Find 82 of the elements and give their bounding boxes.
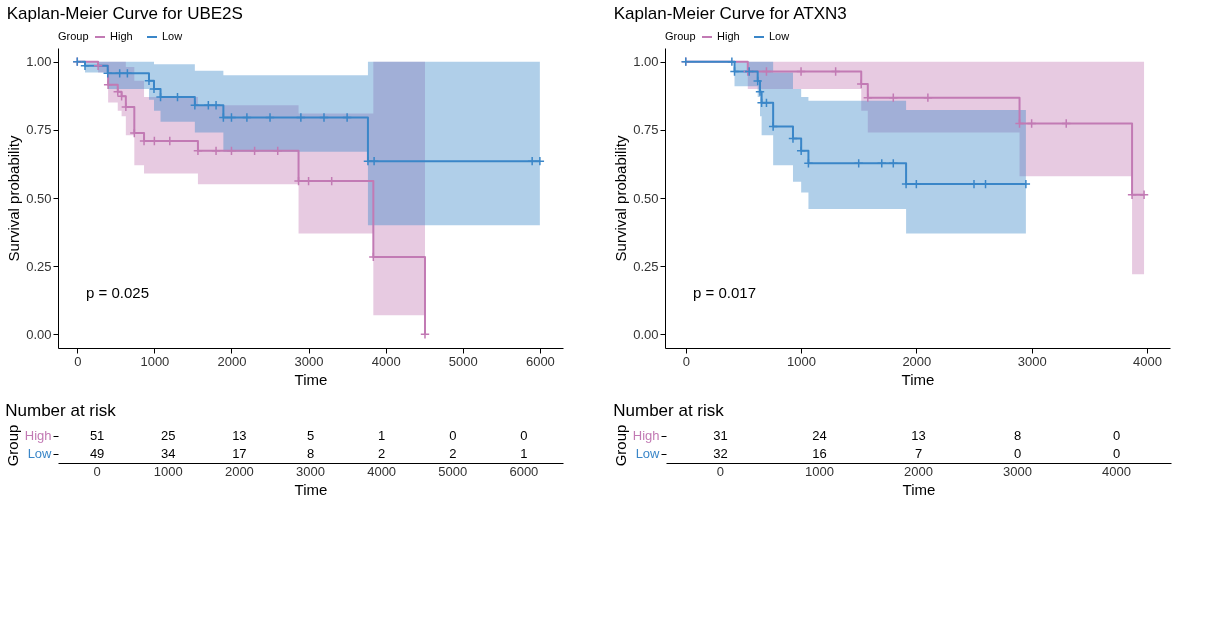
y-tick-label: 0.50: [26, 190, 52, 206]
x-tick-label: 4000: [371, 353, 401, 369]
data-label: 24: [812, 428, 827, 443]
x-tick-label: 3000: [296, 463, 325, 479]
data-label: 13: [911, 428, 926, 443]
data-label: 49: [89, 446, 105, 461]
x-tick-label: 2000: [217, 353, 247, 369]
y-tick-label: Low: [635, 446, 661, 461]
x-tick-label: 6000: [509, 463, 539, 479]
legend-title: Group: [665, 30, 696, 42]
data-label: 16: [812, 446, 827, 461]
legend-label: High: [717, 30, 740, 42]
data-label: 8: [306, 446, 315, 461]
y-tick-label: 0.50: [633, 190, 659, 206]
x-tick-label: 0: [716, 463, 725, 479]
y-axis-title: Survival probability: [612, 135, 630, 262]
y-axis-title: Group: [3, 424, 21, 467]
chart-title: Kaplan-Meier Curve for ATXN3: [613, 4, 847, 23]
x-tick-label: 2000: [904, 463, 933, 479]
data-label: 5: [306, 428, 315, 443]
y-tick-label: 0.25: [633, 258, 659, 274]
y-axis-title: Survival probability: [5, 135, 23, 262]
data-label: 8: [1013, 428, 1022, 443]
chart-title: Kaplan-Meier Curve for UBE2S: [6, 4, 243, 23]
x-axis-title: Time: [901, 370, 935, 388]
x-tick-label: 0: [93, 463, 101, 479]
y-tick-label: 1.00: [26, 54, 52, 70]
y-tick-label: 0.75: [633, 122, 659, 138]
x-tick-label: 3000: [1017, 353, 1047, 369]
data-label: 13: [232, 428, 247, 443]
x-axis-title: Time: [294, 480, 328, 498]
data-label: 0: [449, 428, 457, 443]
x-tick-label: 4000: [367, 463, 397, 479]
data-label: 1: [520, 446, 528, 461]
legend-label: Low: [162, 30, 183, 42]
annotation: p = 0.025: [86, 284, 149, 301]
x-tick-label: 2000: [224, 463, 254, 479]
x-tick-label: 3000: [294, 353, 324, 369]
data-label: 34: [161, 446, 176, 461]
annotation: p = 0.017: [693, 284, 756, 301]
x-tick-label: 4000: [1102, 463, 1131, 479]
x-tick-label: 1000: [787, 353, 817, 369]
x-tick-label: 3000: [1003, 463, 1032, 479]
data-label: 32: [713, 446, 728, 461]
legend-label: Low: [769, 30, 790, 42]
data-label: 0: [520, 428, 528, 443]
data-label: 0: [1112, 428, 1121, 443]
data-label: 17: [232, 446, 247, 461]
y-tick-label: High: [24, 428, 52, 443]
data-label: 2: [378, 446, 386, 461]
x-tick-label: 2000: [902, 353, 932, 369]
x-tick-label: 0: [74, 353, 82, 369]
x-axis-title: Time: [294, 370, 328, 388]
data-label: 2: [449, 446, 457, 461]
chart-title: Number at risk: [5, 401, 117, 421]
x-tick-label: 6000: [525, 353, 555, 369]
data-label: 7: [914, 446, 923, 461]
y-axis-title: Group: [611, 424, 629, 467]
x-tick-label: 5000: [438, 463, 468, 479]
y-tick-label: 0.25: [26, 258, 52, 274]
data-label: 0: [1013, 446, 1022, 461]
x-tick-label: 1000: [805, 463, 834, 479]
y-tick-label: High: [632, 428, 660, 443]
y-tick-label: 0.00: [26, 326, 52, 342]
y-tick-label: Low: [27, 446, 53, 461]
y-tick-label: 0.75: [26, 122, 52, 138]
data-label: 1: [378, 428, 386, 443]
x-tick-label: 0: [682, 353, 690, 369]
y-tick-label: 0.00: [633, 326, 659, 342]
data-label: 0: [1112, 446, 1121, 461]
legend-title: Group: [58, 30, 89, 42]
y-tick-label: 1.00: [633, 54, 659, 70]
data-label: 51: [89, 428, 105, 443]
data-label: 25: [161, 428, 176, 443]
x-tick-label: 5000: [448, 353, 478, 369]
x-tick-label: 1000: [153, 463, 183, 479]
x-tick-label: 1000: [140, 353, 170, 369]
x-axis-title: Time: [902, 480, 936, 498]
data-label: 31: [713, 428, 728, 443]
legend-label: High: [110, 30, 133, 42]
x-tick-label: 4000: [1132, 353, 1162, 369]
chart-title: Number at risk: [613, 401, 725, 421]
